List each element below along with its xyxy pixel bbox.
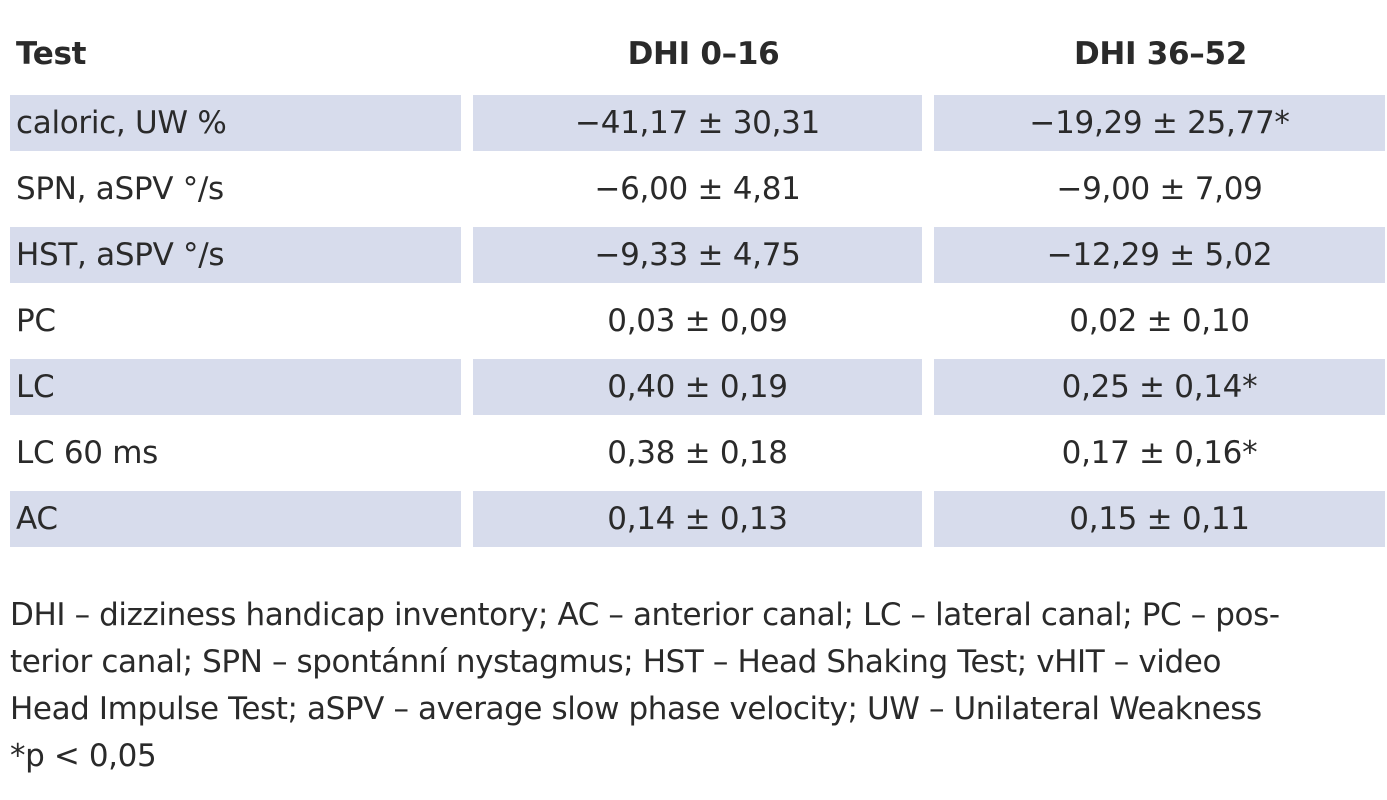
cell-dhi-0-16: 0,03 ± 0,09 — [607, 303, 788, 339]
table-row: caloric, UW % −41,17 ± 30,31 −19,29 ± 25… — [10, 90, 1387, 156]
table-header-row: Test DHI 0–16 DHI 36–52 — [10, 24, 1387, 90]
table-footnote: DHI – dizziness handicap inventory; AC –… — [10, 592, 1387, 780]
cell-dhi-0-16: −41,17 ± 30,31 — [473, 95, 922, 151]
cell-test: SPN, aSPV °/s — [16, 171, 224, 207]
cell-dhi-0-16: −9,33 ± 4,75 — [473, 227, 922, 283]
cell-dhi-36-52: −9,00 ± 7,09 — [1056, 171, 1263, 207]
cell-dhi-36-52: 0,02 ± 0,10 — [1069, 303, 1250, 339]
footnote-line: DHI – dizziness handicap inventory; AC –… — [10, 597, 1280, 633]
header-dhi-0-16: DHI 0–16 — [627, 36, 780, 72]
table-row: AC 0,14 ± 0,13 0,15 ± 0,11 — [10, 486, 1387, 552]
header-dhi-36-52: DHI 36–52 — [1073, 36, 1248, 72]
footnote-line: Head Impulse Test; aSPV – average slow p… — [10, 691, 1262, 727]
table-row: LC 60 ms 0,38 ± 0,18 0,17 ± 0,16* — [10, 420, 1387, 486]
header-test: Test — [16, 36, 87, 72]
cell-test: caloric, UW % — [10, 95, 461, 151]
cell-dhi-36-52: 0,15 ± 0,11 — [934, 491, 1385, 547]
footnote-significance: *p < 0,05 — [10, 738, 157, 774]
cell-dhi-0-16: 0,14 ± 0,13 — [473, 491, 922, 547]
cell-dhi-0-16: −6,00 ± 4,81 — [594, 171, 801, 207]
cell-dhi-36-52: 0,17 ± 0,16* — [1061, 435, 1258, 471]
footnote-line: terior canal; SPN – spontánní nystagmus;… — [10, 644, 1222, 680]
cell-dhi-36-52: −12,29 ± 5,02 — [934, 227, 1385, 283]
cell-test: HST, aSPV °/s — [10, 227, 461, 283]
cell-dhi-0-16: 0,38 ± 0,18 — [607, 435, 788, 471]
cell-dhi-0-16: 0,40 ± 0,19 — [473, 359, 922, 415]
table-row: PC 0,03 ± 0,09 0,02 ± 0,10 — [10, 288, 1387, 354]
cell-dhi-36-52: −19,29 ± 25,77* — [934, 95, 1385, 151]
cell-test: LC 60 ms — [16, 435, 159, 471]
table-row: LC 0,40 ± 0,19 0,25 ± 0,14* — [10, 354, 1387, 420]
results-table-container: Test DHI 0–16 DHI 36–52 caloric, UW % −4… — [10, 24, 1387, 552]
cell-test: LC — [10, 359, 461, 415]
cell-dhi-36-52: 0,25 ± 0,14* — [934, 359, 1385, 415]
table-row: SPN, aSPV °/s −6,00 ± 4,81 −9,00 ± 7,09 — [10, 156, 1387, 222]
table-row: HST, aSPV °/s −9,33 ± 4,75 −12,29 ± 5,02 — [10, 222, 1387, 288]
cell-test: AC — [10, 491, 461, 547]
cell-test: PC — [16, 303, 56, 339]
results-table: Test DHI 0–16 DHI 36–52 caloric, UW % −4… — [10, 24, 1387, 552]
